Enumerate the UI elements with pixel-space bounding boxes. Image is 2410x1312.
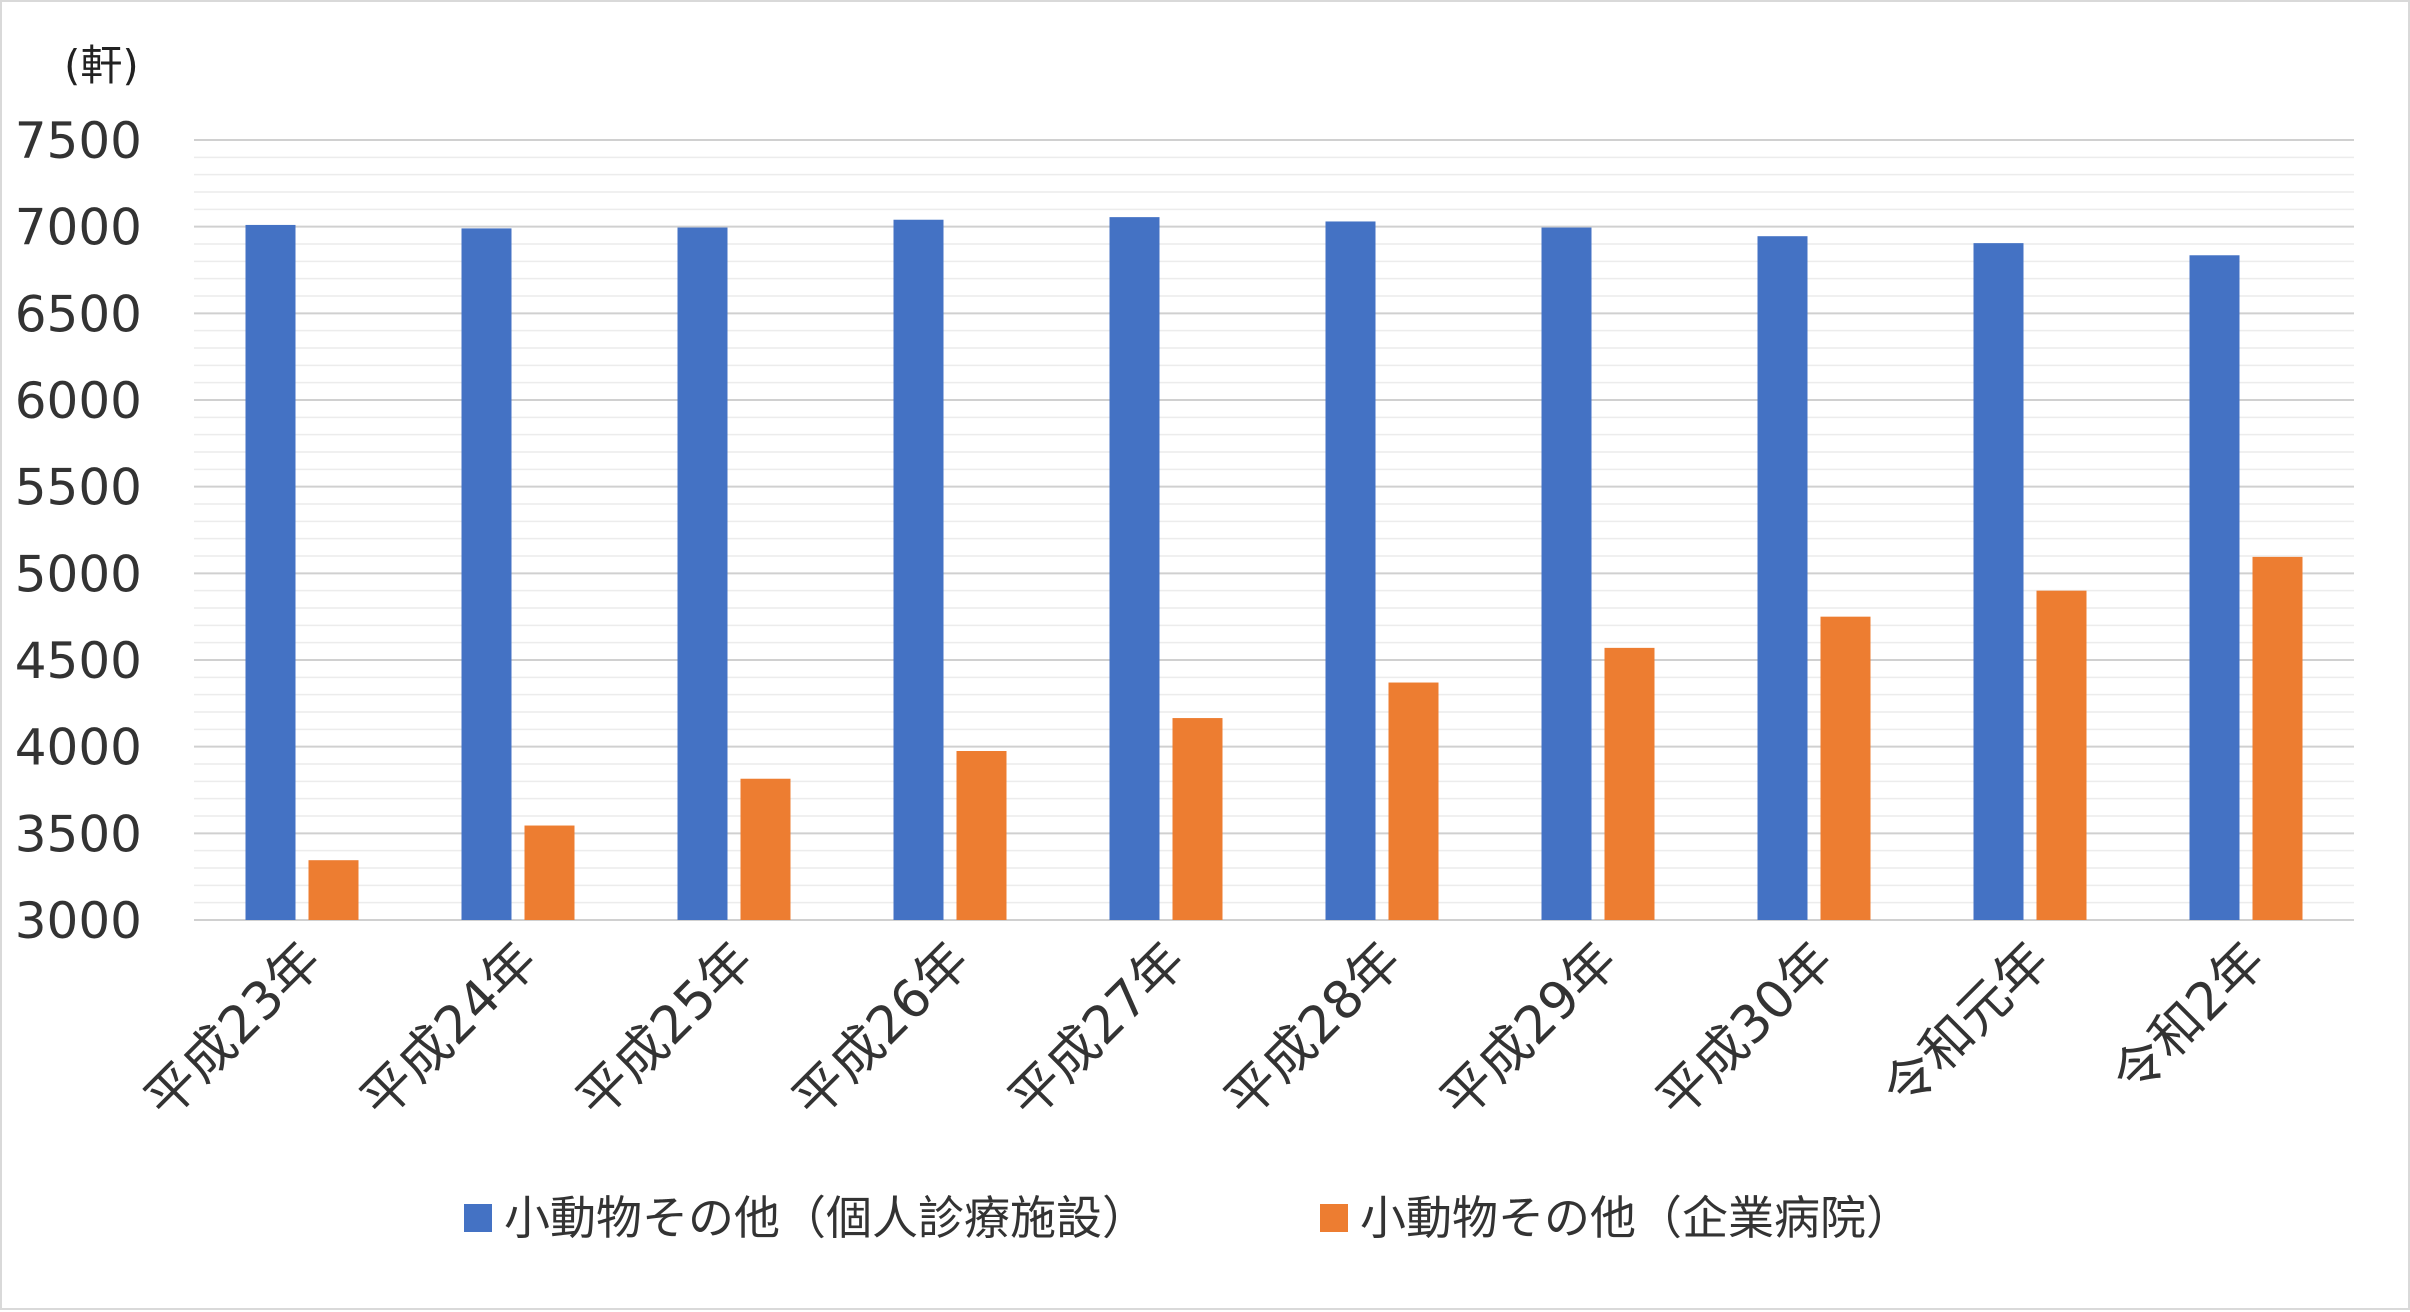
y-tick-label: 5000: [15, 545, 142, 603]
x-category-label: 平成28年: [1214, 931, 1414, 1131]
grid-lines: [194, 139, 2354, 921]
y-axis-unit-label: (軒): [64, 41, 139, 90]
bar-corporate-hospitals: 平成24年 3545: [524, 825, 575, 920]
bar-individual-clinics: 令和2年 6835: [2189, 255, 2240, 920]
bar-corporate-hospitals: 平成27年 4165: [1172, 718, 1223, 920]
bar-individual-clinics: 平成25年 6995: [677, 227, 728, 921]
y-tick-label: 4500: [15, 632, 142, 690]
y-tick-label: 5500: [15, 459, 142, 517]
bar-corporate-hospitals: 平成28年 4370: [1388, 682, 1439, 920]
bar-corporate-hospitals: 平成23年 3345: [308, 860, 359, 920]
bars: 平成23年 7010平成23年 3345 平成24年 6990平成24年 3545…: [245, 217, 2303, 921]
x-category-label: 平成26年: [782, 931, 982, 1131]
bar-corporate-hospitals: 平成25年 3815: [740, 778, 791, 920]
legend-label: 小動物その他（企業病院）: [1360, 1191, 1912, 1245]
y-tick-label: 6000: [15, 372, 142, 430]
y-tick-label: 3500: [15, 805, 142, 863]
x-category-label: 令和元年: [1872, 931, 2062, 1121]
bar-individual-clinics: 平成29年 6995: [1541, 227, 1592, 921]
x-category-label: 平成30年: [1646, 931, 1846, 1131]
y-tick-label: 6500: [15, 285, 142, 343]
x-axis-categories: 平成23年 平成24年 平成25年 平成26年 平成27年 平成28年 平成29年 平成30年…: [134, 931, 2278, 1131]
y-tick-label: 7000: [15, 199, 142, 257]
bar-individual-clinics: 平成30年 6945: [1757, 236, 1808, 920]
y-axis-ticks: 3000 3500 4000 4500 5000 5500 6000 6500 7000 7500: [15, 112, 142, 950]
bar-individual-clinics: 平成27年 7055: [1109, 217, 1160, 921]
bar-corporate-hospitals: 平成26年 3975: [956, 751, 1007, 920]
x-category-label: 平成24年: [350, 931, 550, 1131]
legend: 小動物その他（個人診療施設） 小動物その他（企業病院）: [464, 1191, 1912, 1245]
x-category-label: 平成23年: [134, 931, 334, 1131]
bar-individual-clinics: 令和元年 6905: [1973, 243, 2024, 921]
y-tick-label: 4000: [15, 719, 142, 777]
legend-swatch: [1320, 1204, 1348, 1232]
bar-corporate-hospitals: 平成30年 4750: [1820, 616, 1871, 920]
x-category-label: 平成29年: [1430, 931, 1630, 1131]
x-category-label: 平成27年: [998, 931, 1198, 1131]
bar-corporate-hospitals: 令和元年 4900: [2036, 590, 2087, 920]
y-tick-label: 3000: [15, 892, 142, 950]
y-tick-label: 7500: [15, 112, 142, 170]
legend-label: 小動物その他（個人診療施設）: [504, 1191, 1148, 1245]
x-category-label: 令和2年: [2101, 931, 2277, 1107]
bar-individual-clinics: 平成23年 7010: [245, 224, 296, 920]
bar-individual-clinics: 平成26年 7040: [893, 219, 944, 920]
x-category-label: 平成25年: [566, 931, 766, 1131]
bar-corporate-hospitals: 平成29年 4570: [1604, 647, 1655, 920]
bar-corporate-hospitals: 令和2年 5095: [2252, 556, 2303, 920]
bar-individual-clinics: 平成28年 7030: [1325, 221, 1376, 920]
legend-swatch: [464, 1204, 492, 1232]
bar-individual-clinics: 平成24年 6990: [461, 228, 512, 920]
